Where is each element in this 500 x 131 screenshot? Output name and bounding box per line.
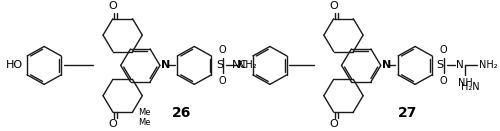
Text: O: O (108, 1, 117, 11)
Text: O: O (330, 1, 338, 11)
Text: O: O (440, 45, 448, 55)
Text: NH: NH (458, 78, 472, 88)
Text: N: N (382, 60, 391, 70)
Text: H₂N: H₂N (461, 82, 480, 92)
Text: NC: NC (232, 60, 248, 70)
Text: O: O (219, 76, 226, 86)
Text: O: O (108, 119, 117, 129)
Text: Me: Me (138, 108, 151, 117)
Text: O: O (219, 45, 226, 55)
Text: S: S (216, 60, 223, 70)
Text: O: O (330, 119, 338, 129)
Text: N: N (456, 60, 464, 70)
Text: 26: 26 (172, 106, 191, 120)
Text: NH₂: NH₂ (238, 60, 257, 70)
Text: NH₂: NH₂ (479, 60, 498, 70)
Text: O: O (440, 76, 448, 86)
Text: N: N (161, 60, 170, 70)
Text: 27: 27 (398, 106, 417, 120)
Text: HO: HO (6, 60, 22, 70)
Text: S: S (436, 60, 444, 70)
Text: Me: Me (138, 118, 151, 127)
